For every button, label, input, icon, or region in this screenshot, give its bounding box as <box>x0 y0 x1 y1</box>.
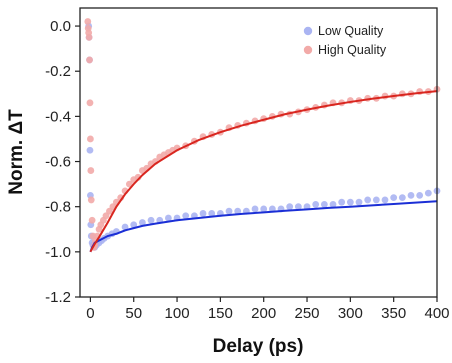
data-point-low-quality <box>355 198 363 206</box>
data-point-low-quality <box>372 196 380 204</box>
data-point-low-quality <box>398 194 406 202</box>
legend: Low Quality High Quality <box>303 24 387 57</box>
fit-line-2 <box>89 200 438 253</box>
data-point-low-quality <box>86 146 94 154</box>
data-point-low-quality <box>346 198 354 206</box>
x-tick-label: 400 <box>424 305 449 322</box>
data-point-low-quality <box>320 201 328 208</box>
data-point-high-quality <box>84 18 92 25</box>
y-tick-label: -0.6 <box>45 154 71 171</box>
y-tick-label: -0.4 <box>45 108 71 125</box>
y-tick-label: -1.2 <box>45 289 71 306</box>
data-point-low-quality <box>407 191 415 199</box>
data-point-low-quality <box>329 201 337 208</box>
data-point-high-quality <box>87 196 95 204</box>
data-point-low-quality <box>208 210 216 217</box>
data-point-low-quality <box>199 210 207 217</box>
y-tick-label: -1.0 <box>45 244 71 261</box>
x-tick-label: 250 <box>295 305 320 322</box>
x-tick-label: 300 <box>338 305 363 322</box>
data-point-low-quality <box>364 196 372 204</box>
data-point-low-quality <box>338 198 346 206</box>
x-tick-label: 0 <box>86 305 94 322</box>
plot-frame <box>79 7 438 298</box>
data-point-low-quality <box>164 214 172 222</box>
y-tick-label: -0.2 <box>45 63 71 80</box>
x-tick-label: 100 <box>165 305 190 322</box>
data-point-low-quality <box>260 205 268 213</box>
y-tick-label: 0.0 <box>50 18 71 35</box>
x-tick-label: 350 <box>381 305 406 322</box>
data-point-low-quality <box>312 201 320 208</box>
data-point-high-quality <box>87 167 95 174</box>
data-point-low-quality <box>251 205 259 213</box>
legend-marker-high-quality <box>303 45 313 55</box>
data-point-low-quality <box>147 216 155 224</box>
fit-lines-layer <box>89 90 438 253</box>
data-point-low-quality <box>390 194 398 202</box>
x-axis-title: Delay (ps) <box>213 336 304 357</box>
legend-marker-low-quality <box>303 26 313 36</box>
x-tick-label: 150 <box>208 305 233 322</box>
data-point-low-quality <box>286 203 294 211</box>
data-point-low-quality <box>424 189 432 197</box>
legend-label-high-quality: High Quality <box>318 43 387 57</box>
data-point-high-quality <box>86 135 94 143</box>
legend-label-low-quality: Low Quality <box>318 24 384 38</box>
y-tick-label: -0.8 <box>45 199 71 216</box>
data-point-low-quality <box>416 191 424 199</box>
data-point-low-quality <box>130 221 138 229</box>
data-point-low-quality <box>121 223 129 231</box>
tick-layer: 0 50 100 150 200 250 300 350 400 -1.2 -1.0 -0.8 -0.6… <box>45 18 449 322</box>
data-point-high-quality <box>88 216 96 224</box>
data-point-low-quality <box>182 212 190 220</box>
data-point-low-quality <box>294 203 302 211</box>
fit-line-3 <box>89 90 438 253</box>
data-point-low-quality <box>225 207 233 215</box>
data-point-low-quality <box>234 207 242 215</box>
data-point-low-quality <box>138 219 146 226</box>
x-tick-label: 200 <box>251 305 276 322</box>
data-point-high-quality <box>85 33 93 41</box>
data-point-high-quality <box>86 56 93 64</box>
data-points-layer <box>84 18 441 251</box>
data-point-high-quality <box>86 99 94 107</box>
y-axis-title: Norm. ΔT <box>6 109 27 195</box>
data-point-low-quality <box>381 196 389 204</box>
x-tick-label: 50 <box>125 305 142 322</box>
